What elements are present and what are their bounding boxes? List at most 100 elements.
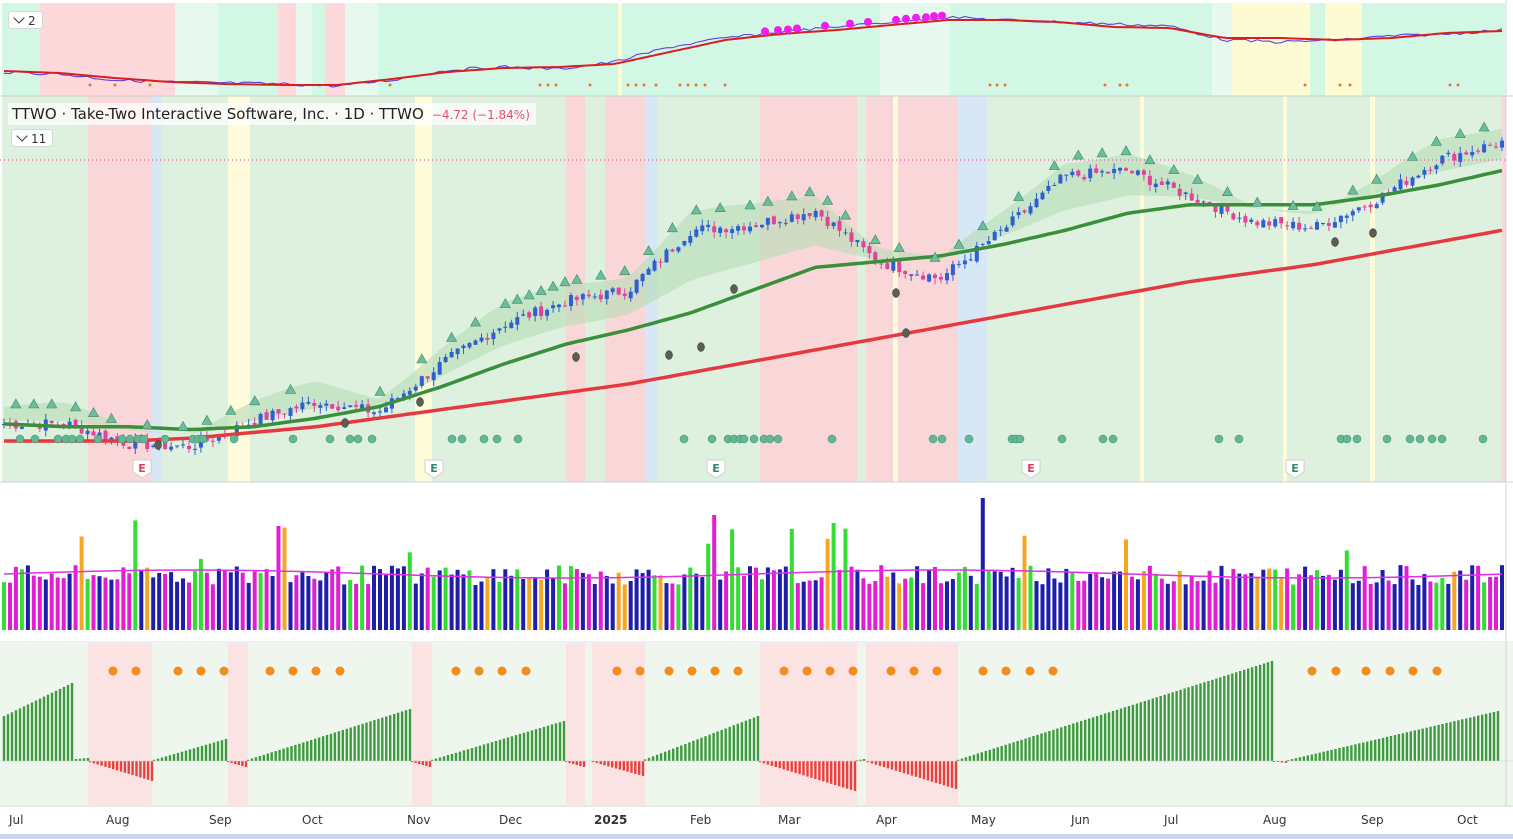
signal-dot-icon: [1098, 434, 1108, 444]
oscillator-bar: [146, 761, 150, 780]
oscillator-bar: [1326, 750, 1329, 761]
candle-body: [580, 294, 585, 300]
oscillator-bar: [274, 751, 277, 761]
signal-dot-icon: [773, 434, 783, 444]
candle-body: [569, 295, 573, 306]
volume-bar: [819, 577, 824, 630]
volume-bar: [1392, 584, 1397, 630]
candle-body: [1267, 221, 1272, 226]
rs-signal-dot-icon: [1456, 83, 1460, 87]
oscillator-signal-dot-icon: [886, 666, 896, 676]
top-pane-band: [312, 3, 325, 96]
regime-band: [118, 96, 152, 482]
volume-bar: [742, 575, 746, 630]
candle-body: [915, 274, 920, 276]
oscillator-bar: [1290, 759, 1294, 761]
candle-body: [288, 408, 293, 416]
volume-bar: [652, 575, 657, 630]
volume-bar: [145, 567, 150, 630]
candle-body: [503, 326, 508, 328]
triangle-up-marker-icon: [1311, 200, 1323, 211]
oscillator-bar: [894, 761, 898, 771]
oscillator-bar: [1223, 676, 1226, 761]
sma-200-line: [4, 228, 1503, 443]
volume-bar: [586, 574, 591, 630]
oscillator-bar: [950, 761, 954, 788]
oscillator-bar: [1056, 728, 1059, 761]
candle-body: [718, 227, 723, 233]
rs-signal-dot-icon: [634, 83, 638, 87]
candle-body: [1380, 192, 1385, 203]
candle-body: [479, 337, 484, 342]
candle-body: [473, 340, 478, 345]
oscillator-bar: [1437, 724, 1440, 761]
volume-bar: [1064, 568, 1069, 630]
volume-bar: [855, 569, 860, 630]
oscillator-bar: [938, 761, 942, 785]
oscillator-bar: [1401, 733, 1405, 761]
regime-band: [1370, 96, 1375, 482]
oscillator-bar: [918, 761, 922, 778]
volume-bar: [1386, 580, 1391, 630]
volume-bar: [449, 574, 454, 630]
candle-body: [1285, 225, 1290, 227]
oscillator-bar: [1203, 682, 1206, 762]
time-axis-tick-label: Mar: [778, 813, 801, 827]
volume-bar: [19, 569, 24, 630]
volume-bar: [91, 575, 96, 630]
signal-dot-icon: [288, 434, 298, 444]
oscillator-bar: [752, 717, 756, 761]
time-axis-scrollbar[interactable]: [0, 834, 1513, 839]
oscillator-bar: [1235, 672, 1238, 762]
indicator-collapse-badge[interactable]: 11: [11, 129, 54, 147]
oscillator-signal-dot-icon: [311, 666, 321, 676]
candle-body: [1332, 222, 1337, 228]
candle-body: [1189, 193, 1194, 201]
oscillator-bar: [786, 761, 789, 771]
oscillator-bar: [1040, 733, 1043, 761]
candle-body: [891, 261, 896, 271]
signal-dot-icon: [707, 434, 717, 444]
signal-dot-icon: [1405, 434, 1415, 444]
oscillator-signal-dot-icon: [1001, 666, 1011, 676]
oscillator-signal-dot-icon: [1331, 666, 1341, 676]
oscillator-bar: [418, 761, 421, 764]
oscillator-bar: [389, 715, 392, 761]
top-pane-collapse-badge[interactable]: 2: [8, 11, 43, 29]
triangle-up-marker-icon: [595, 269, 607, 280]
oscillator-signal-dot-icon: [1048, 666, 1058, 676]
volume-bar: [1494, 576, 1498, 630]
oscillator-signal-dot-icon: [1385, 666, 1395, 676]
volume-bar: [306, 576, 311, 630]
oscillator-signal-dot-icon: [1432, 666, 1442, 676]
top-pane-band: [622, 3, 880, 96]
candle-body: [1118, 168, 1122, 171]
oscillator-bar: [1147, 699, 1150, 762]
oscillator-bar: [216, 741, 220, 761]
oscillator-bar: [490, 742, 494, 761]
oscillator-bar: [1088, 718, 1091, 761]
candle-body: [1279, 217, 1284, 224]
oscillator-bar: [1405, 732, 1409, 761]
symbol-legend[interactable]: TTWO · Take-Two Interactive Software, In…: [8, 103, 536, 125]
signal-dot-icon: [739, 434, 749, 444]
volume-bar: [384, 575, 388, 630]
volume-bar: [646, 569, 651, 630]
volume-bar: [1219, 565, 1224, 630]
volume-bar: [1225, 579, 1230, 630]
volume-bar: [455, 569, 460, 630]
oscillator-bar: [127, 761, 130, 774]
volume-bar: [163, 574, 168, 630]
signal-dot-icon: [345, 434, 355, 444]
oscillator-bar: [2, 716, 6, 761]
volume-bar: [1488, 577, 1493, 630]
oscillator-signal-dot-icon: [131, 666, 141, 676]
oscillator-bar: [115, 761, 119, 771]
candle-body: [1446, 152, 1451, 155]
volume-bar: [1380, 570, 1385, 630]
volume-bar: [25, 565, 30, 630]
oscillator-bar: [466, 749, 470, 761]
candle-body: [407, 390, 412, 395]
candle-body: [509, 322, 514, 329]
